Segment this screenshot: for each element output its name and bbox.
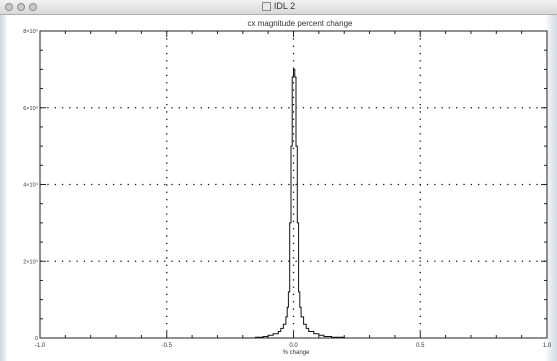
window-title: IDL 2 <box>0 1 557 12</box>
x-axis-tick-labels: -1.0 -0.5 0.0 0.5 1.0 <box>35 343 552 349</box>
y-tick-label: 8×10⁴ <box>23 28 38 35</box>
y-tick-label: 2×10⁴ <box>23 258 38 265</box>
close-window-button[interactable] <box>5 3 13 11</box>
maximize-window-button[interactable] <box>29 3 37 11</box>
window-title-text: IDL 2 <box>273 1 296 11</box>
minimize-window-button[interactable] <box>17 3 25 11</box>
x-axis-label: % change <box>283 350 310 356</box>
right-window-edge <box>545 15 557 361</box>
title-bar[interactable]: IDL 2 <box>0 0 557 15</box>
chart-title: cx magnitude percent change <box>248 19 354 28</box>
x-tick-label: -0.5 <box>162 343 173 349</box>
y-axis-ticks <box>40 30 547 339</box>
y-tick-label: 6×10⁴ <box>23 105 38 112</box>
x-tick-label: 0.0 <box>289 343 298 349</box>
y-axis-tick-labels: 0 2×10⁴ 4×10⁴ 6×10⁴ 8×10⁴ <box>23 28 38 342</box>
left-window-edge <box>0 15 8 361</box>
app-icon <box>261 2 271 12</box>
x-axis-ticks <box>39 31 548 338</box>
y-tick-label: 0 <box>35 336 38 342</box>
x-tick-label: -1.0 <box>35 343 46 349</box>
grid-lines <box>40 31 547 338</box>
histogram-series-line <box>242 68 345 339</box>
y-tick-label: 4×10⁴ <box>23 182 38 189</box>
x-tick-label: 0.5 <box>416 343 425 349</box>
x-tick-label: 1.0 <box>543 343 552 349</box>
